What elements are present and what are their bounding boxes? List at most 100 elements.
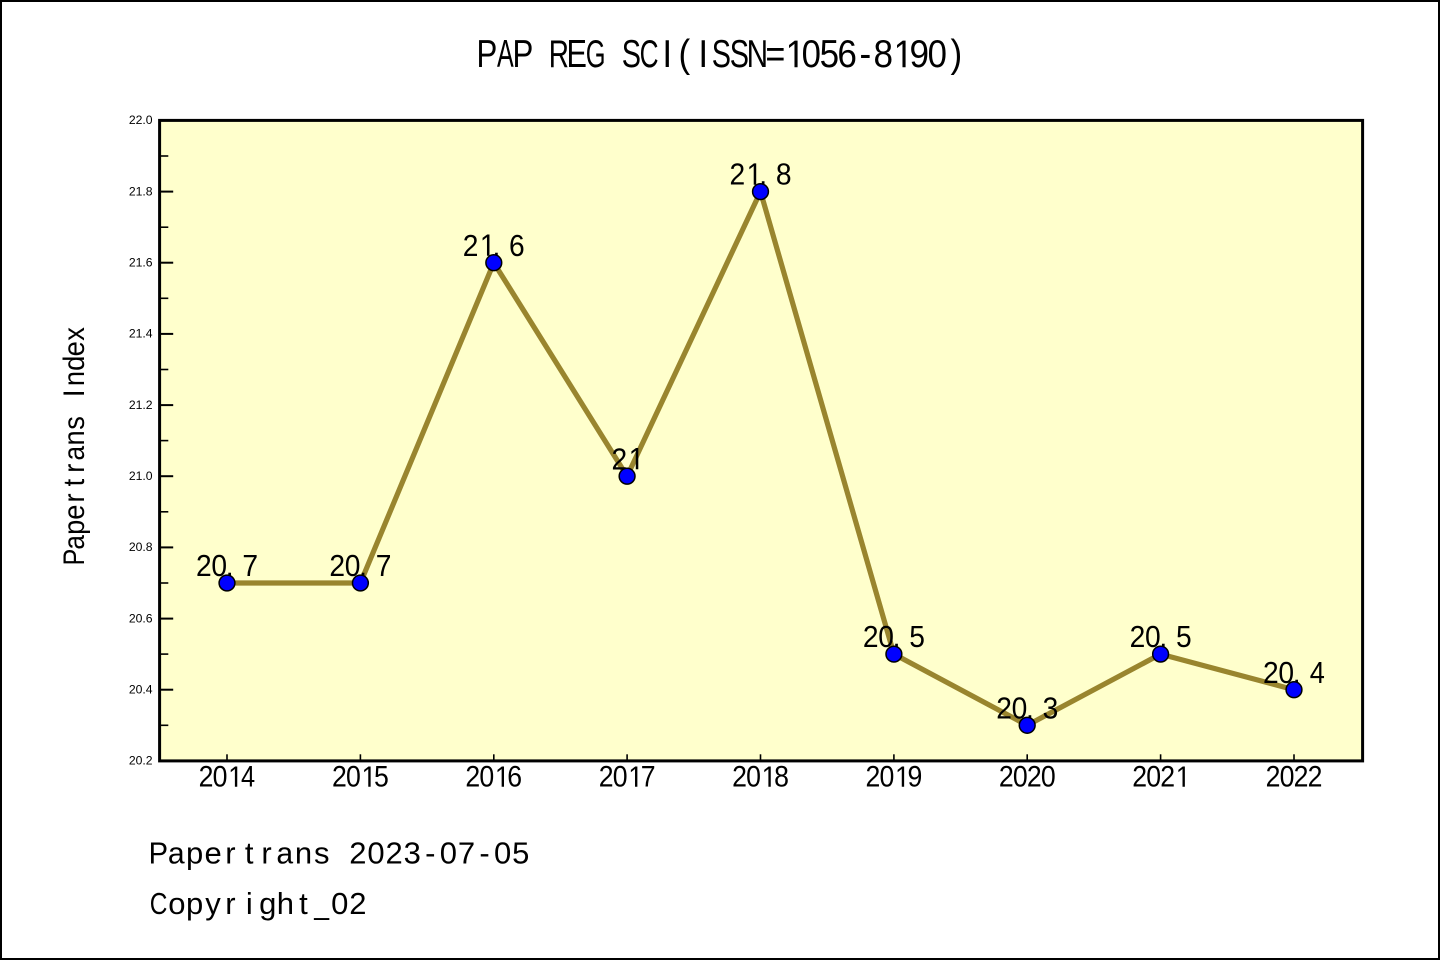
svg-text:2: 2	[1266, 761, 1281, 793]
svg-text:S: S	[712, 33, 731, 76]
svg-text:t: t	[245, 835, 254, 870]
svg-text:s: s	[314, 835, 330, 870]
svg-text:n: n	[58, 371, 91, 386]
svg-text:p: p	[186, 886, 203, 921]
svg-text:p: p	[58, 520, 91, 535]
svg-text:2: 2	[865, 761, 880, 793]
svg-text:-: -	[479, 835, 489, 870]
svg-text:9: 9	[910, 33, 930, 76]
svg-text:8: 8	[874, 33, 894, 76]
svg-text:=: =	[765, 32, 785, 75]
svg-text:2: 2	[1130, 620, 1146, 655]
svg-text:2: 2	[349, 835, 366, 870]
svg-text:s: s	[58, 416, 91, 430]
svg-text:8: 8	[774, 761, 789, 793]
svg-text:5: 5	[1176, 620, 1192, 655]
svg-text:2: 2	[332, 761, 347, 793]
svg-text:2: 2	[1308, 761, 1323, 793]
svg-text:0: 0	[1278, 656, 1294, 691]
svg-text:G: G	[586, 32, 606, 76]
svg-text:8: 8	[776, 158, 792, 193]
svg-text:A: A	[497, 33, 514, 76]
svg-text:21.0: 21.0	[129, 469, 153, 483]
svg-text:2: 2	[385, 835, 402, 870]
svg-text:0: 0	[746, 761, 761, 793]
svg-text:4: 4	[1310, 656, 1325, 690]
svg-text:0: 0	[1280, 761, 1295, 793]
svg-text:-: -	[425, 835, 435, 870]
svg-text:2: 2	[996, 691, 1012, 726]
svg-text:20.2: 20.2	[129, 754, 153, 768]
svg-text:20.4: 20.4	[129, 683, 153, 697]
svg-text:2: 2	[463, 229, 479, 264]
svg-text:4: 4	[241, 760, 255, 793]
svg-text:0: 0	[1012, 691, 1028, 726]
svg-text:.: .	[492, 229, 500, 264]
svg-text:0: 0	[494, 835, 511, 870]
svg-text:P: P	[57, 549, 90, 566]
svg-text:3: 3	[1043, 691, 1059, 726]
svg-text:2: 2	[465, 761, 480, 793]
svg-text:P: P	[512, 33, 533, 76]
svg-text:3: 3	[404, 835, 421, 870]
svg-text:7: 7	[242, 549, 258, 584]
svg-text:_: _	[313, 887, 330, 921]
svg-text:0: 0	[331, 886, 348, 921]
svg-text:7: 7	[376, 549, 392, 584]
svg-text:.: .	[1159, 620, 1167, 655]
svg-text:x: x	[58, 327, 91, 341]
svg-text:t: t	[299, 886, 308, 921]
svg-text:2: 2	[1294, 761, 1309, 793]
svg-text:2: 2	[329, 549, 345, 584]
svg-text:0: 0	[345, 549, 361, 584]
svg-text:0: 0	[440, 835, 457, 870]
svg-text:21.4: 21.4	[129, 327, 153, 341]
svg-text:a: a	[58, 446, 91, 461]
svg-text:2: 2	[729, 158, 745, 193]
svg-text:i: i	[246, 886, 253, 921]
svg-text:20.6: 20.6	[129, 611, 153, 625]
svg-text:2: 2	[999, 761, 1014, 793]
svg-text:h: h	[277, 886, 294, 921]
svg-text:g: g	[259, 886, 276, 921]
svg-text:p: p	[186, 835, 203, 870]
svg-text:n: n	[295, 835, 312, 870]
svg-text:-: -	[859, 33, 871, 76]
svg-text:r: r	[58, 493, 91, 502]
svg-text:.: .	[226, 549, 234, 584]
svg-text:2: 2	[1027, 761, 1042, 793]
svg-text:R: R	[549, 34, 569, 76]
svg-text:5: 5	[820, 33, 839, 76]
svg-text:I: I	[58, 390, 91, 398]
svg-text:20.8: 20.8	[129, 540, 153, 554]
svg-text:0: 0	[928, 33, 947, 76]
svg-text:2: 2	[1263, 656, 1279, 691]
svg-text:y: y	[205, 886, 221, 921]
svg-text:I: I	[662, 33, 672, 76]
svg-text:C: C	[150, 886, 168, 920]
svg-text:): )	[950, 33, 962, 76]
svg-text:5: 5	[374, 761, 389, 793]
svg-text:2: 2	[599, 761, 614, 793]
svg-text:d: d	[58, 356, 91, 371]
svg-text:2: 2	[1132, 761, 1147, 793]
svg-text:e: e	[58, 341, 91, 356]
svg-text:9: 9	[907, 761, 922, 793]
svg-text:o: o	[168, 886, 185, 921]
svg-text:t: t	[58, 479, 91, 487]
svg-text:5: 5	[512, 835, 529, 870]
svg-text:2: 2	[732, 761, 747, 793]
svg-text:r: r	[58, 464, 91, 473]
svg-text:a: a	[276, 836, 293, 870]
svg-text:0: 0	[346, 761, 361, 793]
svg-text:(: (	[678, 33, 690, 76]
svg-text:E: E	[566, 33, 586, 76]
svg-text:2: 2	[863, 620, 879, 655]
svg-text:0: 0	[613, 761, 628, 793]
svg-text:0: 0	[367, 835, 384, 870]
svg-text:6: 6	[507, 761, 522, 793]
svg-text:0: 0	[1041, 761, 1056, 793]
svg-text:I: I	[698, 33, 708, 76]
svg-text:2: 2	[349, 886, 366, 921]
svg-text:0: 0	[1145, 620, 1161, 655]
